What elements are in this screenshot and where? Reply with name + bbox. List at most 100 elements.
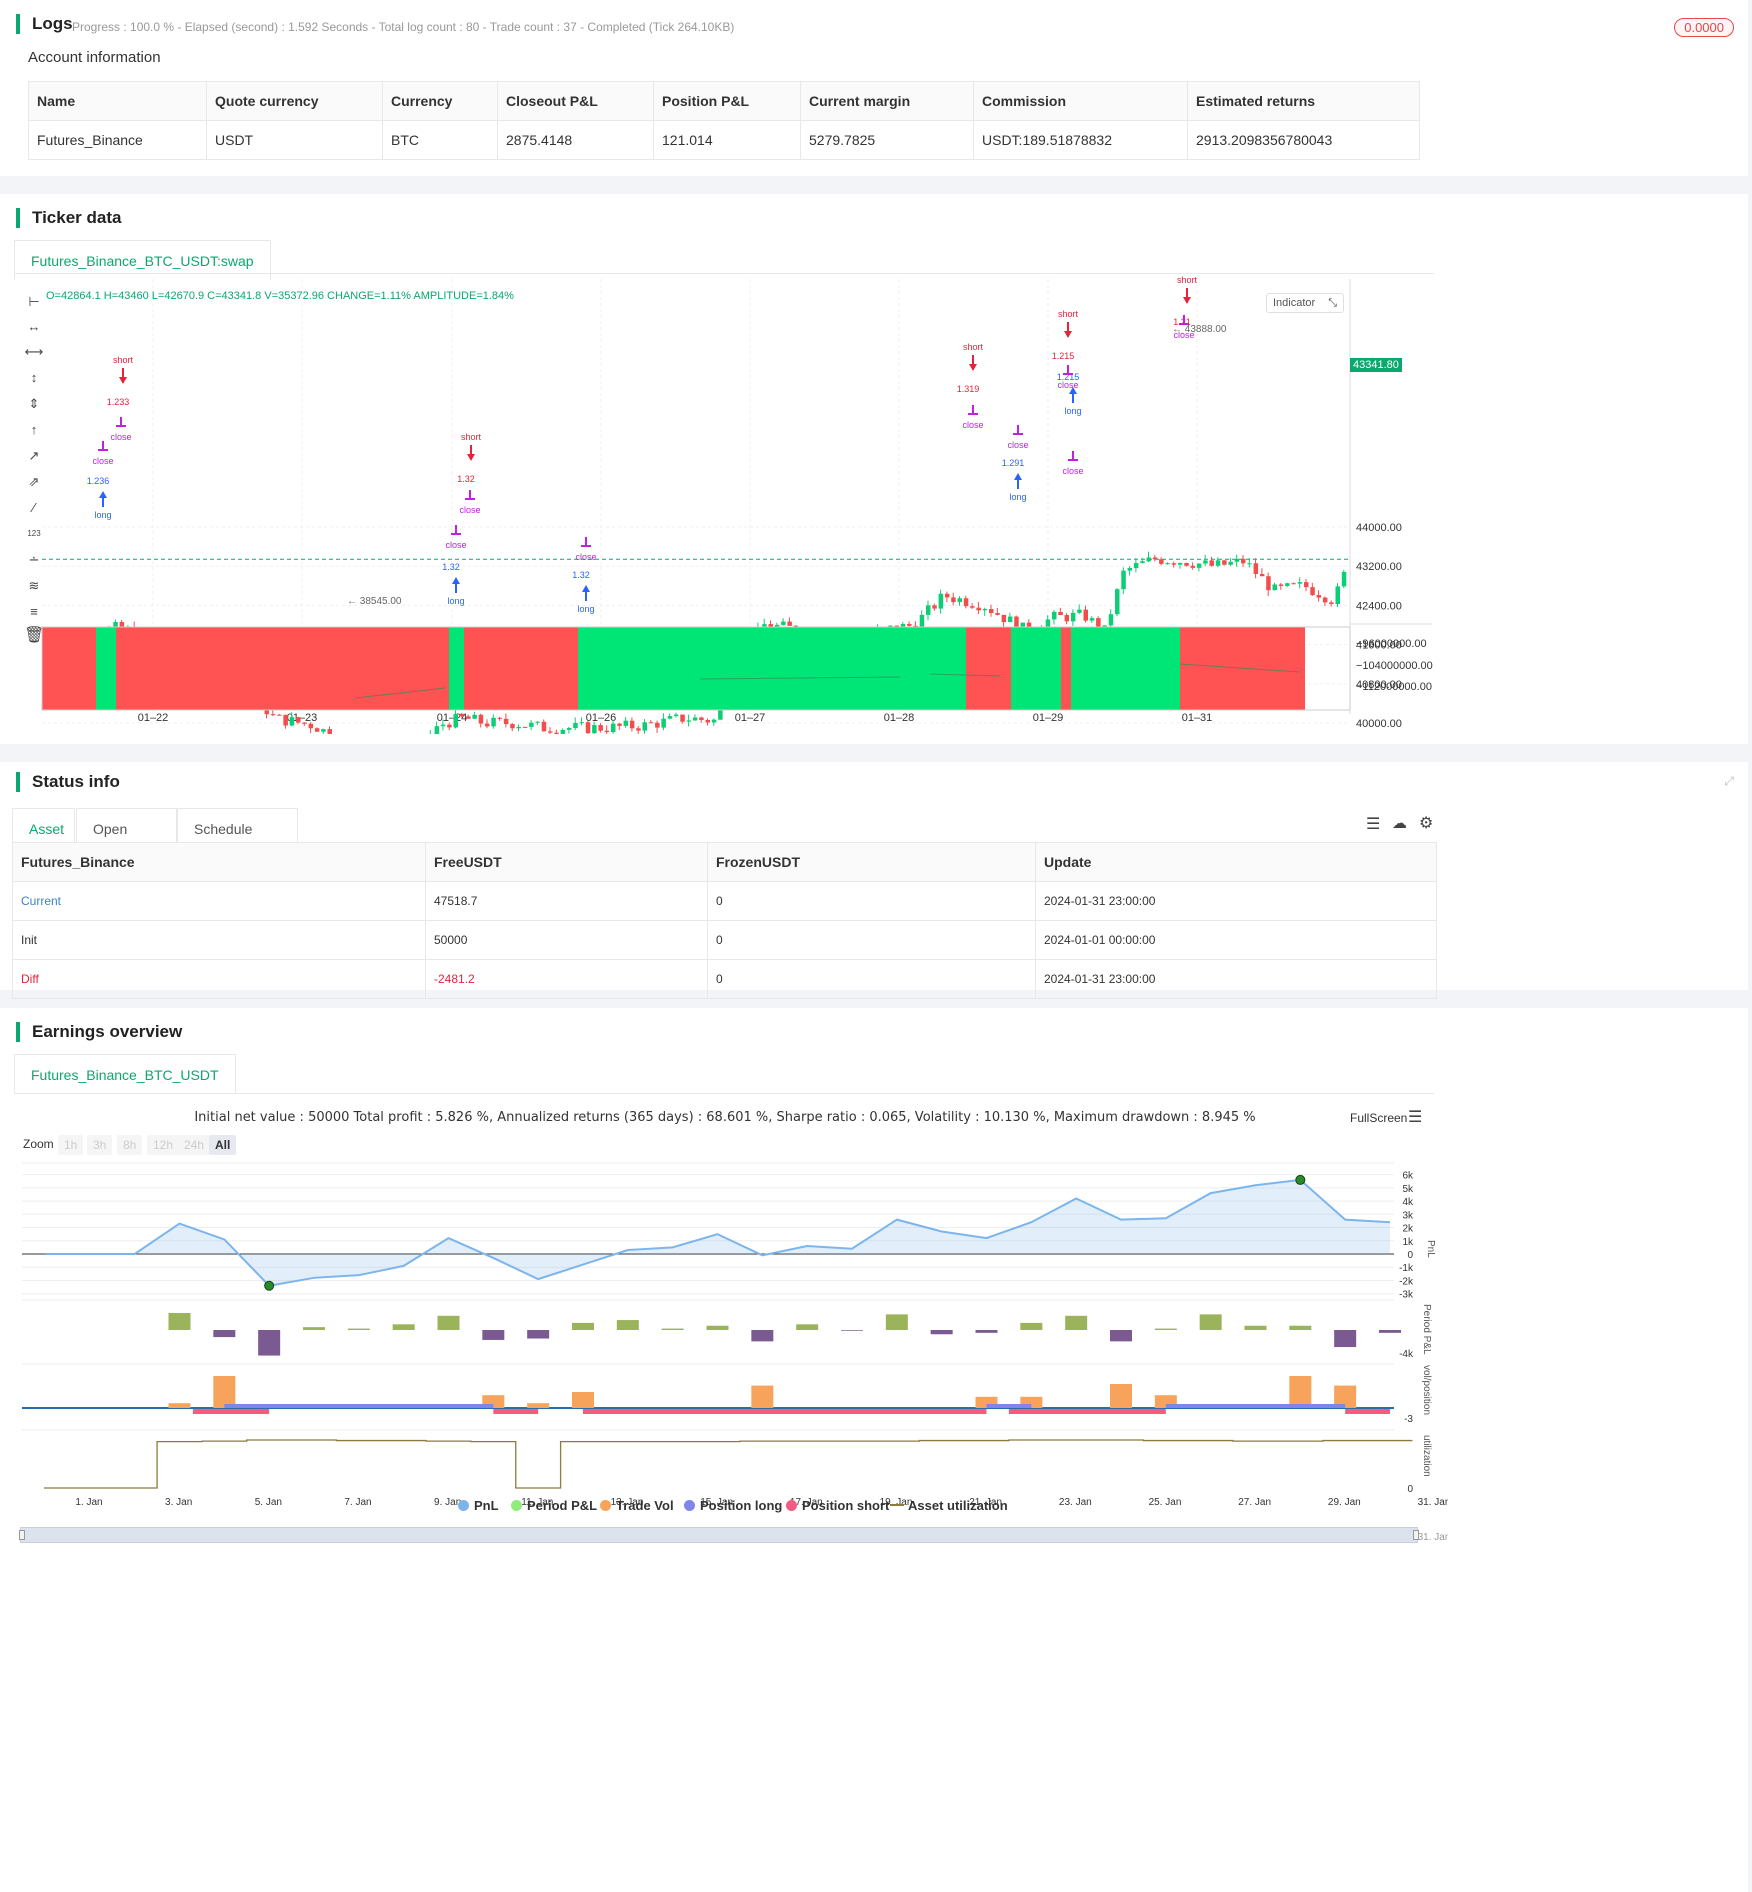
- candle-body: [1165, 563, 1170, 565]
- pnl-min-marker: [264, 1280, 275, 1291]
- candle-body: [1310, 587, 1315, 596]
- candle-body: [932, 605, 937, 609]
- candle-body: [976, 607, 981, 611]
- candle-body: [648, 722, 654, 724]
- row-label-init: Init: [12, 920, 426, 960]
- legend-period-dot: [511, 1500, 522, 1511]
- tab-earnings-symbol[interactable]: Futures_Binance_BTC_USDT: [14, 1054, 236, 1094]
- candle-body: [296, 717, 301, 723]
- legend-asset-utilization[interactable]: Asset utilization: [890, 1498, 1008, 1513]
- position-long-bar: [224, 1404, 494, 1408]
- cloud-download-icon[interactable]: ☁: [1392, 815, 1407, 832]
- legend-trade-vol[interactable]: Trade Vol: [600, 1498, 674, 1513]
- signal-close-label: close: [445, 540, 466, 550]
- period-pnl-bar: [1110, 1330, 1132, 1342]
- x-tick-label: 25. Jan: [1149, 1497, 1182, 1508]
- row-label-current: Current: [12, 881, 426, 921]
- period-pnl-bar: [616, 1320, 639, 1330]
- period-axis-title: Period P&L: [1421, 1304, 1432, 1355]
- candle-body: [1253, 563, 1259, 574]
- candle-body: [604, 730, 610, 733]
- last-price-label: 43341.80: [1350, 358, 1402, 372]
- legend-period-pnl[interactable]: Period P&L: [511, 1498, 597, 1513]
- period-pnl-bar: [885, 1314, 908, 1330]
- pitchfork-tool-icon[interactable]: ≋: [28, 578, 40, 593]
- cell-update: 2024-01-31 23:00:00: [1035, 881, 1437, 921]
- zoom-3h-button[interactable]: 3h: [87, 1135, 113, 1155]
- pnl-tick-label: -2k: [1399, 1276, 1414, 1287]
- fullscreen-button[interactable]: FullScreen: [1350, 1111, 1407, 1125]
- vertical-ray-tool-icon[interactable]: ↑: [30, 422, 38, 437]
- col-update: Update: [1035, 842, 1437, 882]
- candle-body: [1203, 560, 1208, 564]
- candle-body: [1297, 582, 1303, 584]
- segment-tool-icon[interactable]: ∕: [32, 500, 36, 515]
- price-label-tool-icon[interactable]: 123: [27, 529, 41, 538]
- settings-gear-icon[interactable]: ⚙: [1419, 815, 1434, 832]
- trade-vol-bar: [168, 1403, 191, 1408]
- x-tick-label: 1. Jan: [75, 1497, 102, 1508]
- list-view-icon[interactable]: ☰: [1366, 816, 1381, 833]
- zoom-12h-button[interactable]: 12h: [147, 1135, 180, 1155]
- horizontal-ray-tool-icon[interactable]: ↔: [27, 319, 41, 334]
- candle-body: [491, 717, 496, 727]
- time-tick-label: 01–23: [287, 712, 318, 724]
- collapse-icon[interactable]: ⤢: [1724, 774, 1734, 788]
- trend-ray-tool-icon[interactable]: ⇗: [28, 474, 40, 489]
- period-pnl-bar: [303, 1327, 325, 1330]
- candle-body: [1272, 584, 1277, 591]
- price-tick-label: 40000.00: [1356, 718, 1402, 730]
- fib-retracement-tool-icon[interactable]: ≡: [30, 604, 38, 619]
- tab-asset[interactable]: Asset: [12, 808, 75, 848]
- candle-body: [1335, 586, 1340, 604]
- hamburger-menu-icon[interactable]: ☰: [1408, 1109, 1423, 1126]
- trash-icon[interactable]: 🗑: [24, 627, 45, 644]
- navigator-handle-left[interactable]: [19, 1530, 25, 1540]
- candle-body: [1096, 618, 1101, 631]
- trade-vol-bar: [527, 1403, 550, 1408]
- candle-body: [1247, 563, 1252, 565]
- navigator-scrollbar[interactable]: [19, 1527, 1419, 1543]
- horizontal-line-tool-icon[interactable]: ⊢: [28, 294, 40, 309]
- tab-underline: [14, 273, 1434, 274]
- zoom-all-button[interactable]: All: [209, 1135, 237, 1155]
- candle-body: [970, 606, 975, 608]
- zoom-24h-button[interactable]: 24h: [178, 1135, 211, 1155]
- candle-body: [629, 720, 635, 729]
- zoom-1h-button[interactable]: 1h: [58, 1135, 84, 1155]
- price-tick-label: 40800.00: [1356, 679, 1402, 691]
- navigator-handle-right[interactable]: [1413, 1530, 1419, 1540]
- period-pnl-bar: [706, 1325, 729, 1330]
- cell-current-margin: 5279.7825: [800, 120, 974, 160]
- candle-body: [327, 729, 332, 734]
- extended-line-tool-icon[interactable]: ⟷: [24, 344, 44, 359]
- legend-position-short[interactable]: Position short: [786, 1498, 889, 1513]
- position-long-bar: [986, 1404, 1032, 1408]
- candle-body: [1171, 563, 1177, 565]
- indicator-band-segment: [449, 627, 464, 710]
- x-tick-label: 21. Jan: [969, 1497, 1002, 1508]
- candle-body: [1322, 597, 1328, 603]
- x-tick-label: 7. Jan: [344, 1497, 371, 1508]
- candle-body: [283, 714, 288, 726]
- close-arrow-icon: [968, 405, 978, 415]
- time-tick-label: 01–24: [437, 712, 468, 724]
- earnings-summary: Initial net value : 50000 Total profit :…: [194, 1110, 1256, 1125]
- legend-position-long[interactable]: Position long: [684, 1498, 782, 1513]
- period-pnl-bar: [661, 1328, 684, 1330]
- zoom-8h-button[interactable]: 8h: [117, 1135, 143, 1155]
- vertical-segment-tool-icon[interactable]: ⇕: [28, 396, 40, 411]
- indicator-band-segment: [1061, 627, 1071, 710]
- candlestick-chart[interactable]: 44000.00 43200.00 42400.00 41600.00 40800.00…: [0, 274, 1748, 734]
- candle-body: [787, 621, 792, 626]
- trend-line-tool-icon[interactable]: ↗: [28, 448, 40, 463]
- vertical-line-tool-icon[interactable]: ↕: [30, 370, 38, 385]
- signal-short-label: short: [1177, 275, 1198, 285]
- indicator-button[interactable]: Indicator ⤡: [1266, 293, 1344, 313]
- min-price-label: ← 38545.00: [347, 596, 402, 607]
- legend-pnl[interactable]: PnL: [458, 1498, 499, 1513]
- parallel-channel-tool-icon[interactable]: ∸: [28, 552, 40, 567]
- signal-short-label: short: [1058, 309, 1079, 319]
- earnings-chart[interactable]: 6k 5k 4k 3k 2k 1k 0 -1k -2k -3k PnL -4k Period P&L -3…: [0, 1160, 1448, 1550]
- legend-long-label: Position long: [700, 1498, 783, 1513]
